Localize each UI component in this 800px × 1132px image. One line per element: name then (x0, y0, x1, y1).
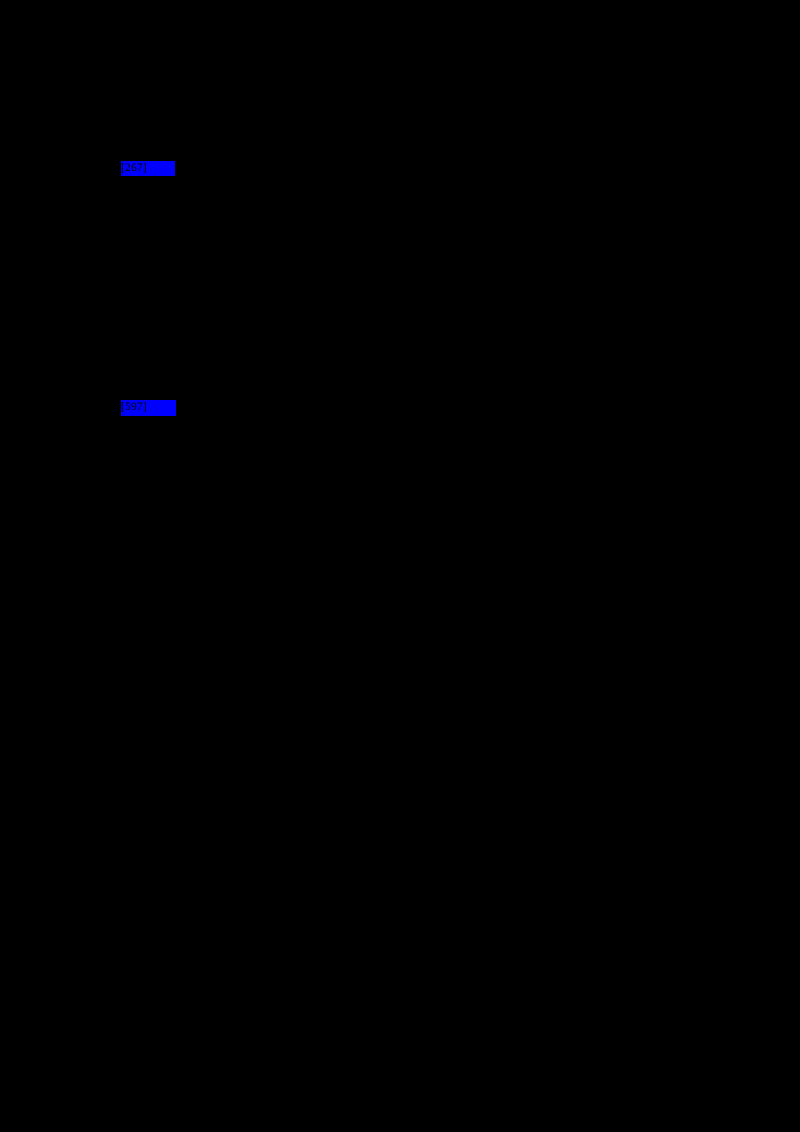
reference-link-2[interactable]: [597] (121, 400, 176, 416)
reference-link-1[interactable]: [267] (121, 161, 175, 176)
